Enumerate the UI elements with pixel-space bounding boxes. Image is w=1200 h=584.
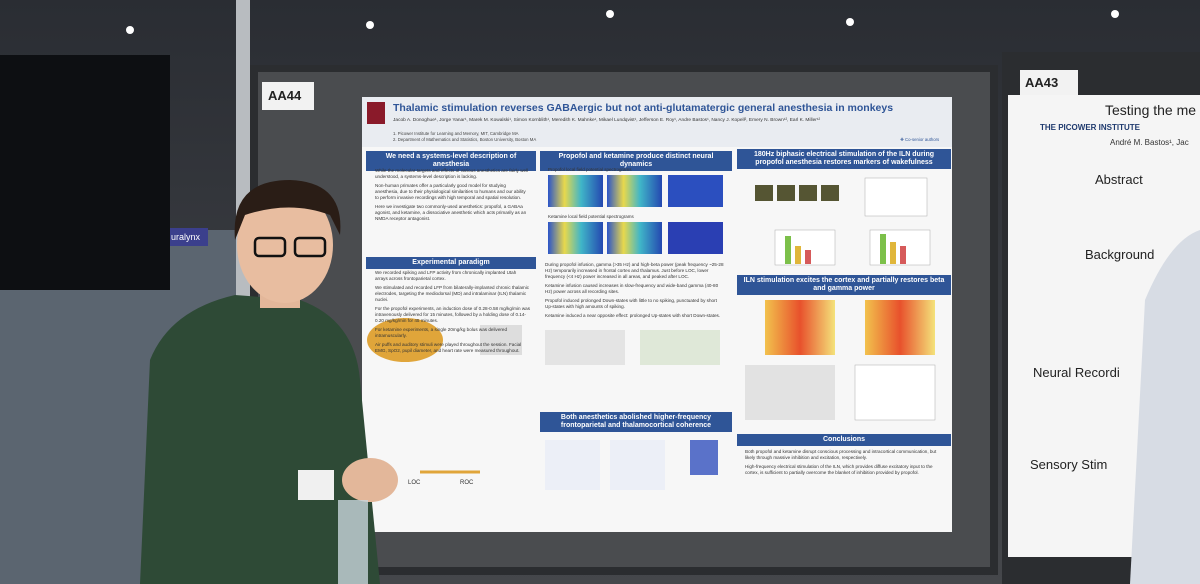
- monitor: [0, 55, 170, 290]
- poster-header: [362, 97, 952, 147]
- bullet: Ketamine induced a near opposite effect:…: [545, 312, 721, 318]
- bullet: Air puffs and auditory stimuli were play…: [375, 341, 522, 353]
- bottle: [338, 500, 368, 584]
- section-text: During propofol infusion, gamma (>35 Hz)…: [545, 262, 725, 322]
- coherence-matrix: [690, 440, 718, 475]
- bullet: Propofol induced prolonged Down-states w…: [545, 297, 717, 309]
- bullet: Non-human primates offer a particularly …: [375, 182, 526, 200]
- sign-text: uralynx: [171, 232, 201, 242]
- person-hair: [234, 180, 341, 240]
- person-hand: [342, 458, 398, 502]
- bullet: We recorded spiking and LFP activity fro…: [375, 270, 517, 281]
- spectrogram: [607, 222, 662, 254]
- pupil-photo: [755, 185, 773, 201]
- bullet: Here we investigate two commonly-used an…: [375, 203, 527, 221]
- figure-label: Propofol local field potential spectrogr…: [548, 167, 632, 172]
- spectrogram: [668, 222, 723, 254]
- section-heading: Both anesthetics abolished higher-freque…: [540, 412, 732, 433]
- spectrogram: [607, 175, 662, 207]
- brain-image: [367, 318, 443, 362]
- bar: [880, 234, 886, 264]
- bar: [900, 246, 906, 264]
- light: [126, 26, 134, 34]
- glasses: [293, 236, 327, 258]
- glasses: [253, 236, 287, 258]
- spectrogram: [668, 175, 723, 207]
- section-heading: ILN stimulation excites the cortex and p…: [737, 275, 951, 296]
- coherence-plot: [545, 440, 600, 490]
- person-shirt: [140, 295, 380, 584]
- pupil-photo: [777, 185, 795, 201]
- booth-label: AA43: [1025, 75, 1059, 90]
- section-heading: We need a systems-level description of a…: [366, 151, 536, 172]
- person-right: [1130, 230, 1200, 584]
- bullet: High-frequency electrical stimulation of…: [745, 463, 933, 475]
- booth-label-bg: [1020, 70, 1078, 96]
- light: [846, 18, 854, 26]
- bullet: For ketamine experiments, a single 20mg/…: [375, 326, 508, 338]
- neighbor-title: Testing the me: [1105, 102, 1197, 118]
- light: [606, 10, 614, 18]
- pupil-photo: [821, 185, 839, 201]
- section-heading: Conclusions: [737, 434, 951, 447]
- neighbor-heading: Sensory Stim: [1030, 457, 1108, 472]
- section-text: We recorded spiking and LFP activity fro…: [375, 270, 530, 357]
- poster-title: Thalamic stimulation reverses GABAergic …: [393, 102, 894, 114]
- bullet: During propofol infusion, gamma (>35 Hz)…: [545, 262, 724, 279]
- bar: [805, 250, 811, 264]
- light: [366, 21, 374, 29]
- power-plot: [854, 364, 936, 421]
- coherence-plot: [610, 440, 665, 490]
- figure-label: Ketamine local field potential spectrogr…: [548, 214, 634, 219]
- section-text: Both propofol and ketamine disrupt consc…: [745, 449, 943, 479]
- affiliation: 2. Department of Mathematics and Statist…: [393, 137, 537, 142]
- pupil-photo: [799, 185, 817, 201]
- heatmap: [865, 300, 935, 355]
- mit-logo: [367, 102, 385, 124]
- bullet: We stimulated and recorded LFP from bila…: [375, 284, 530, 302]
- section-heading: 180Hz biphasic electrical stimulation of…: [737, 149, 951, 170]
- neighbor-heading: Background: [1085, 247, 1155, 262]
- bullet: For the propofol experiments, an inducti…: [375, 305, 530, 323]
- bar: [890, 242, 896, 264]
- badge: [298, 470, 334, 500]
- raster: [545, 330, 625, 365]
- affiliation: 1. Picower Institute for Learning and Me…: [393, 131, 519, 136]
- bar: [795, 246, 801, 264]
- figure-label: LOC: [408, 480, 421, 486]
- sign-banner: [170, 228, 208, 246]
- booth-label: AA44: [268, 88, 302, 103]
- section-text: While the molecular targets and effects …: [375, 168, 530, 225]
- spectrogram: [548, 175, 603, 207]
- neighbor-author: André M. Bastos¹, Jac: [1110, 138, 1189, 147]
- bar: [785, 236, 791, 264]
- booth-label-bg: [262, 82, 314, 110]
- bullet: While the molecular targets and effects …: [375, 168, 529, 179]
- monkey-image: [480, 325, 522, 355]
- section-heading: Experimental paradigm: [366, 257, 536, 270]
- institute-name: THE PICOWER INSTITUTE: [1040, 123, 1140, 132]
- poster-authors: Jacob A. Donoghue¹, Jorge Yanar¹, Marek …: [393, 118, 821, 123]
- bullet: Ketamine infusion caused increases in sl…: [545, 282, 719, 294]
- neighbor-heading: Abstract: [1095, 172, 1143, 187]
- light: [1111, 10, 1119, 18]
- bullet: Both propofol and ketamine disrupt consc…: [745, 449, 937, 460]
- neighbor-heading: Neural Recordi: [1033, 365, 1120, 380]
- lfp-trace: [745, 365, 835, 420]
- coauthors-note: ❖ Co-senior authors: [900, 137, 940, 142]
- figure-label: ROC: [460, 480, 474, 486]
- plot: [864, 177, 928, 217]
- heatmap: [765, 300, 835, 355]
- spectrogram: [548, 222, 603, 254]
- raster: [640, 330, 720, 365]
- section-heading: Propofol and ketamine produce distinct n…: [540, 151, 732, 172]
